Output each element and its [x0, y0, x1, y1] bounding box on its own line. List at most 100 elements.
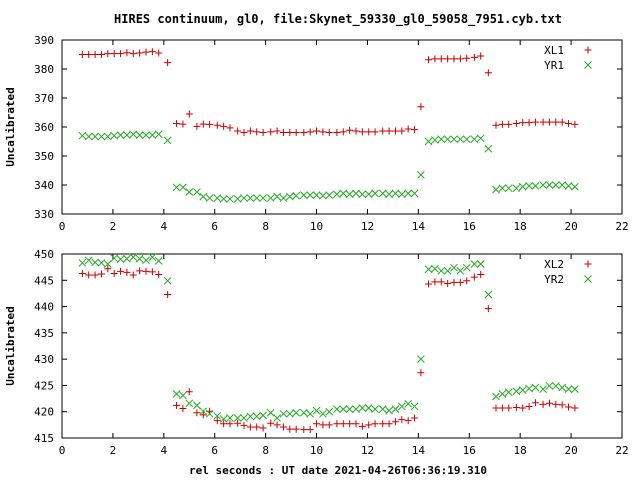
data-point	[424, 265, 433, 274]
data-point	[292, 408, 301, 417]
y-tick-label: 350	[34, 150, 54, 163]
data-point	[505, 404, 513, 412]
data-point	[385, 420, 393, 428]
data-point	[518, 182, 527, 191]
x-tick-label: 0	[59, 220, 66, 233]
data-point	[179, 120, 187, 128]
data-point	[220, 122, 228, 130]
data-point	[492, 404, 500, 412]
legend-label: YR2	[544, 273, 564, 286]
data-point	[346, 420, 354, 428]
data-point	[463, 54, 471, 62]
data-point	[531, 399, 539, 407]
data-point	[571, 182, 579, 191]
data-point	[129, 50, 137, 58]
data-point	[226, 124, 234, 132]
data-point	[199, 411, 207, 419]
data-point	[512, 184, 521, 193]
data-point	[371, 189, 379, 198]
data-point	[385, 190, 393, 199]
data-point	[484, 144, 493, 153]
data-point	[456, 266, 465, 275]
data-point	[417, 170, 425, 179]
data-point	[333, 129, 341, 137]
series-yr2	[78, 253, 579, 423]
data-point	[148, 268, 156, 276]
data-point	[226, 414, 234, 422]
x-tick-label: 10	[310, 444, 323, 457]
data-point	[292, 425, 300, 433]
data-point	[267, 419, 275, 427]
data-point	[206, 120, 214, 128]
data-point	[339, 405, 348, 413]
x-tick-label: 6	[211, 220, 218, 233]
data-point	[498, 404, 506, 412]
data-point	[97, 270, 105, 278]
data-point	[371, 420, 379, 428]
data-point	[411, 126, 419, 134]
data-point	[179, 405, 187, 413]
data-point	[164, 59, 172, 67]
y-tick-label: 425	[34, 379, 54, 392]
data-point	[564, 182, 573, 190]
y-tick-label: 450	[34, 248, 54, 261]
data-point	[123, 268, 131, 276]
data-point	[219, 195, 228, 203]
data-point	[253, 128, 261, 136]
data-point	[110, 131, 119, 140]
data-point	[117, 267, 125, 275]
y-tick-label: 415	[34, 432, 54, 445]
data-point	[463, 277, 471, 285]
data-point	[273, 192, 281, 201]
legend-label: YR1	[544, 59, 564, 72]
data-point	[148, 253, 157, 262]
data-point	[142, 131, 150, 139]
data-point	[425, 56, 433, 64]
data-point	[531, 182, 540, 190]
data-point	[199, 120, 207, 128]
data-point	[545, 118, 553, 126]
data-point	[97, 51, 105, 58]
data-point	[545, 181, 554, 189]
data-point	[456, 135, 465, 144]
data-point	[78, 131, 87, 140]
series-yr1	[78, 130, 579, 203]
data-point	[185, 388, 193, 396]
x-tick-label: 0	[59, 444, 66, 457]
data-point	[431, 55, 439, 63]
data-point	[470, 53, 478, 61]
x-tick-label: 16	[463, 220, 476, 233]
x-tick-label: 22	[615, 444, 628, 457]
data-point	[292, 129, 300, 137]
data-point	[391, 189, 400, 198]
data-point	[492, 185, 500, 194]
data-point	[437, 266, 446, 275]
x-tick-label: 10	[310, 220, 323, 233]
data-point	[462, 135, 471, 144]
x-tick-label: 12	[361, 444, 374, 457]
y-tick-label: 330	[34, 208, 54, 221]
data-point	[136, 267, 144, 275]
legend-marker	[584, 260, 592, 268]
bottom-chart: 0 2 4 6 8 10 12 14 16 18 20 22 415 420 425 430 435 440 445…	[4, 248, 629, 457]
data-point	[259, 411, 267, 420]
data-point	[431, 278, 439, 286]
data-point	[154, 256, 163, 265]
data-point	[558, 383, 567, 392]
data-point	[404, 125, 412, 133]
data-point	[325, 407, 334, 416]
data-point	[213, 121, 221, 129]
data-point	[306, 191, 315, 200]
data-point	[431, 264, 439, 273]
x-tick-label: 20	[564, 220, 577, 233]
data-point	[213, 412, 222, 420]
data-point	[116, 131, 125, 139]
data-point	[172, 183, 181, 192]
data-point	[300, 129, 308, 137]
data-point	[325, 421, 333, 429]
data-point	[404, 189, 413, 198]
data-point	[313, 420, 321, 428]
data-point	[173, 401, 181, 409]
data-point	[91, 51, 99, 58]
